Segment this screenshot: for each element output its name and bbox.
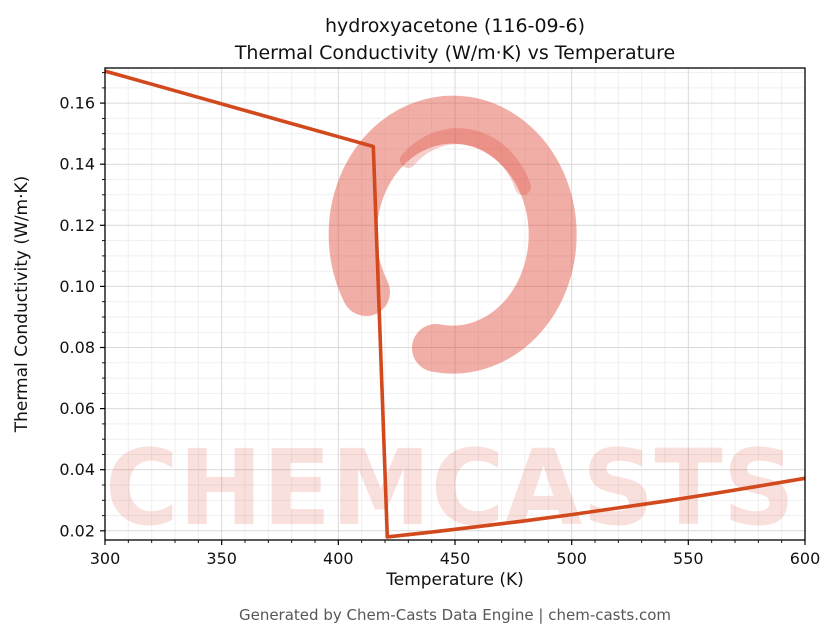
x-tick-label: 500 <box>556 549 587 568</box>
x-tick-label: 400 <box>323 549 354 568</box>
x-tick-label: 550 <box>673 549 704 568</box>
chart-title-line1: hydroxyacetone (116-09-6) <box>325 15 585 37</box>
x-tick-label: 450 <box>440 549 471 568</box>
series-line-thermal-conductivity <box>104 69 806 539</box>
chemcasts-logo-swirl-icon <box>400 128 531 195</box>
x-tick-label: 300 <box>90 549 121 568</box>
chart-title-line2: Thermal Conductivity (W/m·K) vs Temperat… <box>234 42 676 64</box>
chemcasts-logo-watermark-icon <box>328 95 577 374</box>
x-tick-label: 350 <box>206 549 237 568</box>
y-tick-label: 0.06 <box>59 399 95 418</box>
x-axis-label: Temperature (K) <box>385 570 524 590</box>
x-axis: 300 350 400 450 500 550 600 <box>90 540 821 568</box>
y-tick-label: 0.16 <box>59 94 95 113</box>
y-axis: 0.02 0.04 0.06 0.08 0.10 0.12 0.14 0.16 <box>59 72 105 540</box>
y-tick-label: 0.12 <box>59 216 95 235</box>
y-tick-label: 0.04 <box>59 460 95 479</box>
y-tick-label: 0.14 <box>59 155 95 174</box>
y-tick-label: 0.02 <box>59 521 95 540</box>
footer-credit: Generated by Chem-Casts Data Engine | ch… <box>238 606 672 624</box>
x-tick-label: 600 <box>790 549 821 568</box>
y-axis-label: Thermal Conductivity (W/m·K) <box>12 176 32 434</box>
y-tick-label: 0.08 <box>59 338 95 357</box>
chart-title: hydroxyacetone (116-09-6) Thermal Conduc… <box>105 13 805 67</box>
y-tick-label: 0.10 <box>59 277 95 296</box>
